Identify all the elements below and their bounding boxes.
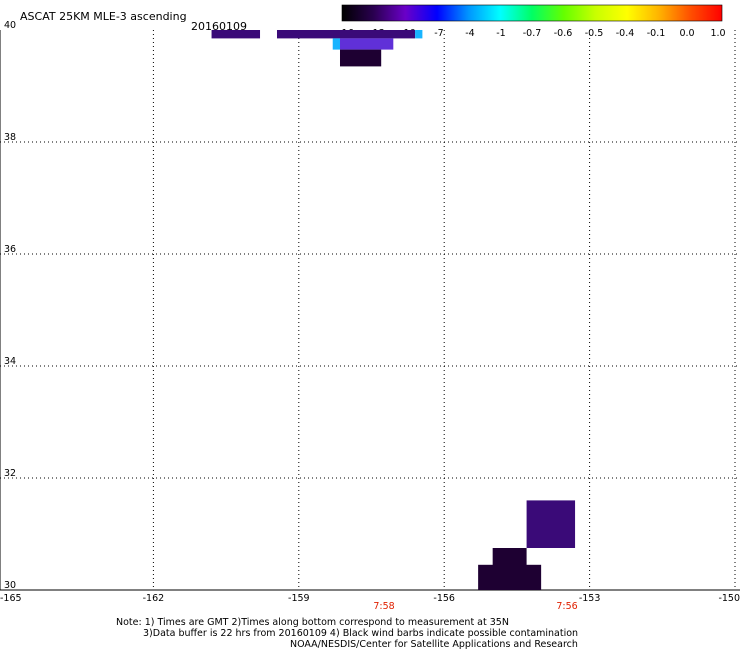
map-date: 20160109 xyxy=(191,20,247,33)
colorbar-label: -1 xyxy=(496,28,505,39)
colorbar-label: -0.5 xyxy=(585,28,604,39)
map-title: ASCAT 25KM MLE-3 ascending xyxy=(20,10,187,23)
colorbar-label: -0.6 xyxy=(554,28,573,39)
time-label: 7:58 xyxy=(373,601,394,612)
data-cell xyxy=(339,38,394,50)
data-cell xyxy=(415,30,423,39)
data-cell xyxy=(339,49,382,67)
colorbar-frame xyxy=(341,4,723,22)
longitude-tick-label: -165 xyxy=(0,593,22,604)
latitude-tick-label: 38 xyxy=(4,132,16,143)
colorbar-label: 0.0 xyxy=(679,28,694,39)
longitude-labels: -165 -162 -159 -156 -153 -150 xyxy=(0,593,740,604)
colorbar-label: -0.7 xyxy=(523,28,542,39)
colorbar-label: -0.1 xyxy=(647,28,666,39)
time-labels: 7:58 7:56 xyxy=(373,601,577,612)
latitude-tick-label: 40 xyxy=(4,20,16,31)
longitude-tick-label: -150 xyxy=(718,593,740,604)
gridlines xyxy=(0,30,740,590)
longitude-tick-label: -159 xyxy=(288,593,310,604)
data-cell xyxy=(526,500,576,548)
map-area: 40 38 36 34 32 30 -165 -162 -159 -156 -153 -150 7:… xyxy=(0,20,740,612)
data-cell xyxy=(276,30,416,39)
colorbar-gradient xyxy=(342,5,722,21)
longitude-tick-label: -162 xyxy=(143,593,165,604)
colorbar-label: -4 xyxy=(465,28,474,39)
latitude-tick-label: 34 xyxy=(4,356,16,367)
colorbar-label: -0.4 xyxy=(616,28,635,39)
longitude-tick-label: -156 xyxy=(433,593,455,604)
time-label: 7:56 xyxy=(556,601,577,612)
latitude-labels: 40 38 36 34 32 30 xyxy=(4,20,16,591)
colorbar-label: 1.0 xyxy=(710,28,725,39)
data-cells xyxy=(211,30,576,590)
note-line-3: NOAA/NESDIS/Center for Satellite Applica… xyxy=(290,639,578,650)
latitude-tick-label: 32 xyxy=(4,468,16,479)
note-line-2: 3)Data buffer is 22 hrs from 20160109 4)… xyxy=(143,628,578,639)
note-line-1: Note: 1) Times are GMT 2)Times along bot… xyxy=(116,617,509,628)
data-cell xyxy=(332,38,340,50)
longitude-tick-label: -153 xyxy=(579,593,601,604)
latitude-tick-label: 30 xyxy=(4,580,16,591)
data-cell xyxy=(211,30,261,39)
latitude-tick-label: 36 xyxy=(4,244,16,255)
data-cell xyxy=(478,564,542,590)
colorbar-label: -7 xyxy=(434,28,443,39)
